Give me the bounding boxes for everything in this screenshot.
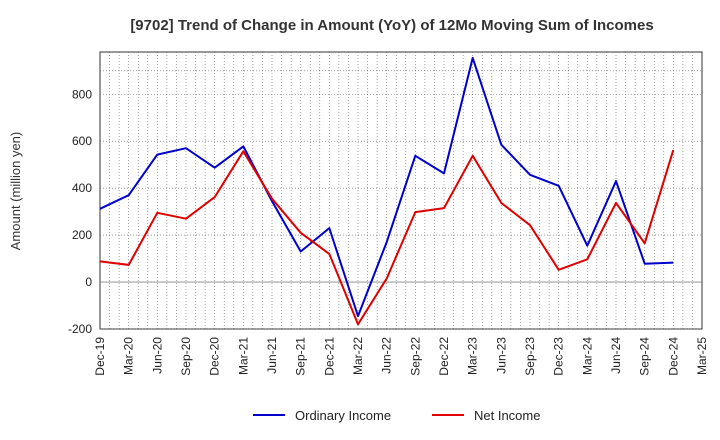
- x-tick-label: Dec-21: [322, 337, 336, 376]
- x-tick-label: Sep-22: [408, 337, 422, 376]
- x-tick-label: Jun-23: [494, 337, 508, 374]
- x-tick-label: Sep-20: [179, 337, 193, 376]
- x-tick-label: Jun-24: [609, 337, 623, 374]
- x-tick-label: Mar-22: [351, 337, 365, 375]
- y-axis-label: Amount (million yen): [8, 132, 23, 251]
- x-tick-label: Mar-23: [466, 337, 480, 375]
- legend: Ordinary Income Net Income: [253, 408, 540, 423]
- legend-label: Ordinary Income: [295, 408, 391, 423]
- plot-area: -200 0 200 400 600 800 Dec-19 Mar-20 Jun-20 Sep-2…: [68, 51, 709, 376]
- y-tick-label: 0: [85, 275, 92, 289]
- series-line-net-income: [99, 149, 675, 326]
- x-tick-label: Dec-19: [93, 337, 107, 376]
- x-tick-label: Jun-20: [150, 337, 164, 374]
- y-tick-label: 200: [72, 228, 92, 242]
- x-tick-label: Dec-22: [437, 337, 451, 376]
- legend-label: Net Income: [474, 408, 540, 423]
- x-tick-label: Mar-20: [122, 337, 136, 375]
- x-tick-label: Jun-22: [380, 337, 394, 374]
- plot-frame: [99, 51, 703, 330]
- x-tick-label: Mar-25: [695, 337, 709, 375]
- x-tick-label: Sep-24: [638, 337, 652, 376]
- y-tick-label: -200: [68, 322, 92, 336]
- x-tick-label: Mar-24: [580, 337, 594, 375]
- y-tick-label: 600: [72, 134, 92, 148]
- x-tick-label: Mar-21: [236, 337, 250, 375]
- x-tick-label: Sep-21: [294, 337, 308, 376]
- x-tick-label: Jun-21: [265, 337, 279, 374]
- x-tick-label: Dec-20: [208, 337, 222, 376]
- x-tick-label: Dec-24: [666, 337, 680, 376]
- series-line-ordinary-income: [99, 56, 674, 318]
- x-tick-label: Dec-23: [552, 337, 566, 376]
- chart-title: [9702] Trend of Change in Amount (YoY) o…: [130, 17, 653, 34]
- x-tick-label: Sep-23: [523, 337, 537, 376]
- y-tick-label: 400: [72, 181, 92, 195]
- y-tick-label: 800: [72, 87, 92, 101]
